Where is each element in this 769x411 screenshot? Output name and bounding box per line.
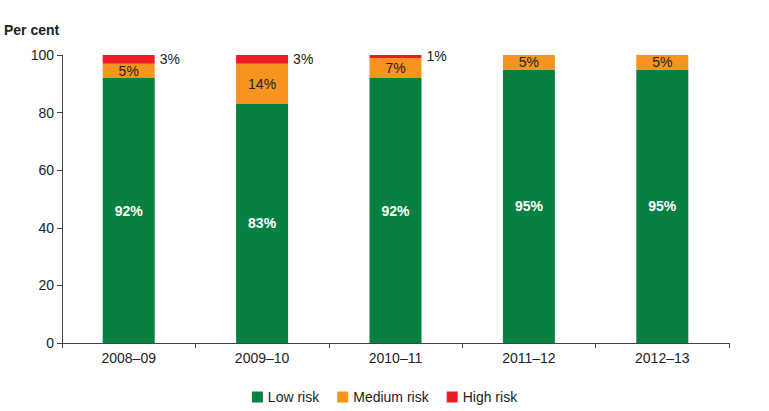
- svg-text:3%: 3%: [293, 51, 313, 67]
- svg-text:Low risk: Low risk: [268, 389, 320, 405]
- svg-text:95%: 95%: [648, 198, 677, 214]
- svg-text:40: 40: [38, 220, 54, 236]
- svg-text:3%: 3%: [160, 51, 180, 67]
- svg-text:20: 20: [38, 277, 54, 293]
- svg-text:0: 0: [46, 335, 54, 351]
- svg-text:5%: 5%: [119, 63, 139, 79]
- svg-text:60: 60: [38, 162, 54, 178]
- svg-text:2009–10: 2009–10: [235, 350, 290, 366]
- svg-text:92%: 92%: [381, 203, 410, 219]
- svg-text:80: 80: [38, 105, 54, 121]
- svg-text:Per cent: Per cent: [4, 22, 60, 38]
- svg-text:92%: 92%: [115, 203, 144, 219]
- svg-text:Medium risk: Medium risk: [353, 389, 429, 405]
- svg-text:2010–11: 2010–11: [369, 350, 423, 366]
- svg-text:5%: 5%: [519, 54, 539, 70]
- svg-text:100: 100: [31, 47, 55, 63]
- svg-text:95%: 95%: [515, 198, 544, 214]
- svg-text:2008–09: 2008–09: [101, 350, 156, 366]
- svg-text:5%: 5%: [652, 54, 672, 70]
- svg-text:2011–12: 2011–12: [502, 350, 556, 366]
- svg-text:2012–13: 2012–13: [635, 350, 690, 366]
- svg-text:High risk: High risk: [463, 389, 518, 405]
- svg-text:1%: 1%: [427, 48, 447, 64]
- svg-text:83%: 83%: [248, 215, 277, 231]
- svg-text:7%: 7%: [385, 60, 405, 76]
- svg-text:14%: 14%: [248, 76, 276, 92]
